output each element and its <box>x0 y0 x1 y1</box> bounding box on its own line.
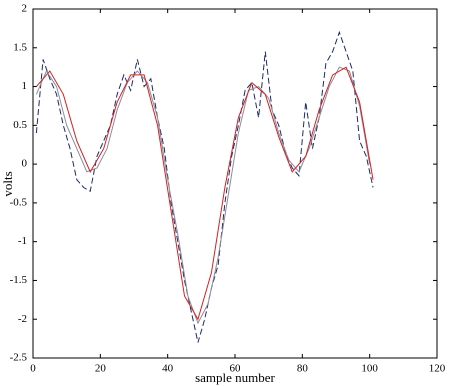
x-tick-label: 120 <box>429 363 446 375</box>
x-tick-label: 80 <box>297 363 309 375</box>
y-tick-label: 1.5 <box>13 41 27 53</box>
x-tick-label: 0 <box>30 363 36 375</box>
y-axis-title: volts <box>0 171 15 196</box>
y-tick-label: 0.5 <box>13 119 27 131</box>
plot-frame <box>32 8 438 359</box>
x-tick-label: 40 <box>162 363 174 375</box>
x-tick-label: 60 <box>230 363 242 375</box>
y-tick-label: -2.5 <box>10 352 28 364</box>
x-tick-label: 20 <box>95 363 107 375</box>
x-axis-title: sample number <box>195 370 275 385</box>
y-tick-label: 2 <box>22 3 28 15</box>
y-tick-label: -1 <box>18 235 27 247</box>
y-tick-label: -2 <box>18 313 27 325</box>
y-tick-label: 1 <box>22 80 28 92</box>
y-tick-label: -1.5 <box>10 274 28 286</box>
series-line <box>35 30 374 343</box>
x-tick-label: 100 <box>361 363 378 375</box>
y-tick-label: -0.5 <box>10 196 28 208</box>
y-tick-label: 0 <box>22 158 28 170</box>
series-line <box>35 66 374 321</box>
